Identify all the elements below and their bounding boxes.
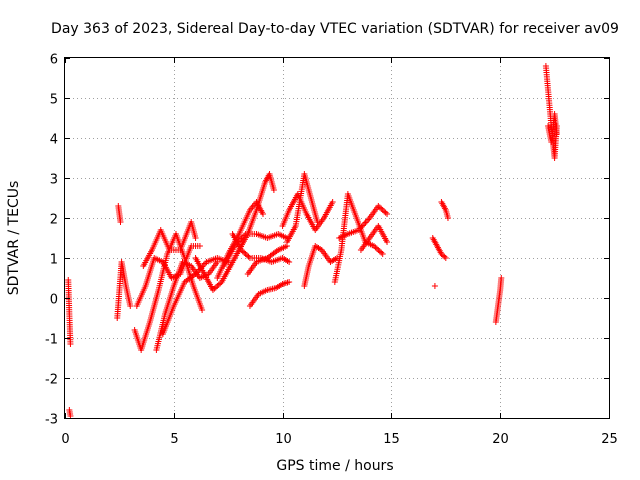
x-tick-label: 20	[492, 432, 509, 447]
y-tick-label: -3	[45, 413, 58, 428]
data-point	[260, 211, 267, 217]
y-axis-label: SDTVAR / TECUs	[6, 181, 22, 296]
data-point	[370, 243, 377, 249]
x-tick-label: 10	[275, 432, 292, 447]
data-point	[67, 341, 74, 347]
data-point	[365, 216, 372, 223]
data-point	[329, 199, 336, 205]
data-point	[244, 252, 251, 259]
data-point	[375, 247, 382, 253]
x-tick-label: 15	[383, 432, 400, 447]
data-point	[379, 251, 386, 257]
data-point	[438, 251, 445, 257]
y-axis-ticks: -3 -2 -1 0 1 2 3 4 5 6	[45, 53, 609, 428]
data-point	[286, 259, 293, 265]
data-point	[381, 208, 388, 215]
data-point	[238, 247, 245, 253]
data-point	[286, 279, 293, 285]
data-point	[384, 239, 391, 245]
data-point	[196, 243, 203, 249]
y-tick-label: 3	[50, 173, 58, 188]
y-tick-label: -2	[45, 373, 58, 388]
data-point	[127, 303, 134, 309]
y-tick-label: 5	[50, 93, 58, 108]
data-point	[239, 248, 246, 255]
data-point	[431, 283, 438, 289]
data-point	[192, 235, 199, 241]
y-tick-label: 2	[50, 213, 58, 228]
data-point	[384, 211, 391, 217]
data-point	[242, 251, 249, 257]
data-point	[217, 280, 224, 287]
x-axis-label: GPS time / hours	[276, 458, 393, 474]
chart-title: Day 363 of 2023, Sidereal Day-to-day VTE…	[51, 21, 619, 37]
data-point	[373, 245, 380, 252]
data-point	[215, 281, 222, 288]
data-point	[314, 219, 321, 225]
x-tick-label: 0	[61, 432, 69, 447]
data-point	[211, 285, 218, 292]
data-point	[441, 253, 448, 260]
data-point	[376, 248, 383, 255]
data-point	[375, 203, 382, 209]
y-tick-label: 0	[50, 293, 58, 308]
data-point	[372, 244, 379, 251]
y-tick-label: -1	[45, 333, 58, 348]
data-point	[270, 187, 277, 193]
y-tick-label: 6	[50, 53, 58, 68]
data-point	[444, 215, 451, 221]
data-point	[362, 219, 369, 226]
plot-frame	[64, 57, 610, 419]
data-point	[117, 219, 124, 225]
data-point	[498, 275, 505, 281]
data-point	[376, 204, 383, 211]
data-point	[439, 252, 446, 259]
data-point	[382, 209, 389, 216]
data-point	[553, 131, 560, 137]
y-tick-label: 1	[50, 253, 58, 268]
data-point	[212, 284, 219, 291]
data-point	[245, 253, 252, 260]
data-point	[378, 249, 385, 256]
data-point	[199, 307, 206, 313]
y-tick-label: 4	[50, 133, 58, 148]
data-point	[379, 207, 386, 213]
data-point	[442, 255, 449, 261]
x-axis-ticks: 0 5 10 15 20 25	[61, 58, 618, 447]
data-point	[214, 283, 221, 289]
data-points	[65, 63, 560, 419]
data-point	[209, 287, 216, 293]
data-point	[378, 205, 385, 212]
x-tick-label: 5	[170, 432, 178, 447]
data-point	[241, 249, 248, 256]
x-tick-label: 25	[601, 432, 618, 447]
